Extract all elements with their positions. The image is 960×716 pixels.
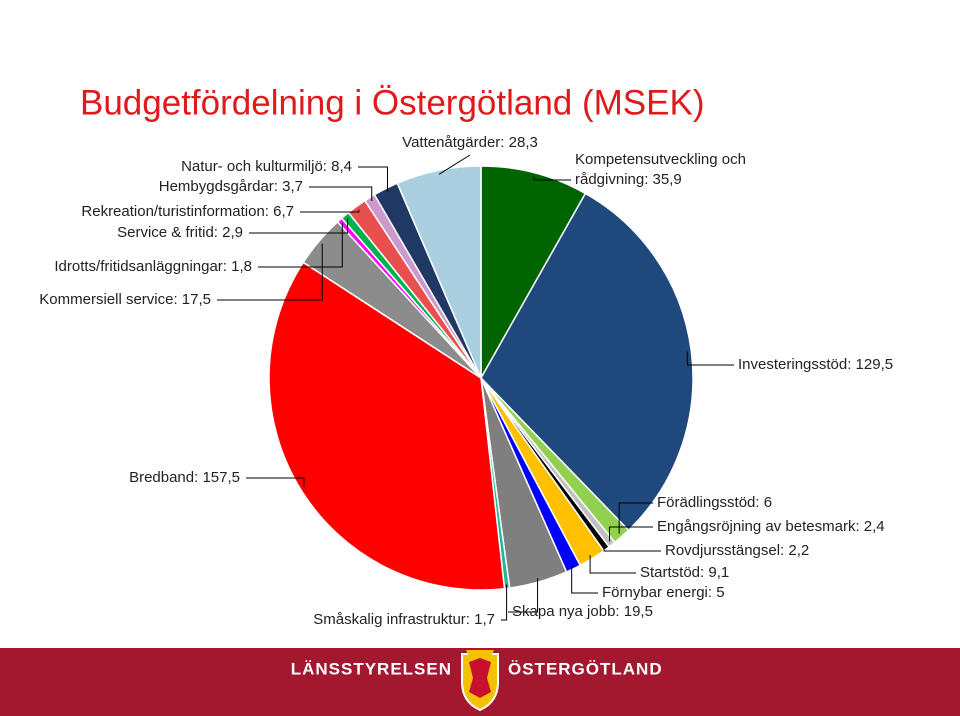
data-label: Småskalig infrastruktur: 1,7 <box>313 611 495 628</box>
pie-slice <box>396 165 482 379</box>
data-label: Bredband: 157,5 <box>129 469 240 486</box>
data-label: Förnybar energi: 5 <box>602 584 725 601</box>
leader-line <box>258 223 343 268</box>
data-label: Investeringsstöd: 129,5 <box>738 356 893 373</box>
leader-line <box>438 154 471 175</box>
data-label: Rekreation/turistinformation: 6,7 <box>81 203 294 220</box>
data-label: Idrotts/fritidsanläggningar: 1,8 <box>54 258 252 275</box>
leader-line <box>589 555 636 574</box>
leader-line <box>618 502 653 534</box>
chart-title: Budgetfördelning i Östergötland (MSEK) <box>80 83 705 122</box>
data-label: Hembygdsgårdar: 3,7 <box>159 178 303 195</box>
pie <box>268 165 694 591</box>
data-label: Natur- och kulturmiljö: 8,4 <box>181 158 352 175</box>
pie-slice <box>480 192 694 532</box>
leader-line <box>300 209 360 213</box>
footer-left: LÄNSSTYRELSEN <box>291 659 452 678</box>
leader-line <box>533 176 571 181</box>
data-label: Vattenåtgärder: 28,3 <box>402 134 538 151</box>
leader-line <box>571 565 598 594</box>
pie-slice <box>268 261 506 591</box>
labels: Kompetensutveckling och rådgivning: 35,9 I… <box>39 134 893 628</box>
leader-line <box>686 351 734 366</box>
leader-line <box>501 584 508 621</box>
leader-line <box>309 186 373 201</box>
data-label: Förädlingsstöd: 6 <box>657 494 772 511</box>
data-label: Rovdjursstängsel: 2,2 <box>665 542 809 559</box>
data-label: Service & fritid: 2,9 <box>117 224 243 241</box>
data-label: Engångsröjning av betesmark: 2,4 <box>657 518 885 535</box>
data-label: Kommersiell service: 17,5 <box>39 291 211 308</box>
leader-line <box>217 243 323 301</box>
footer-right: ÖSTERGÖTLAND <box>508 659 663 678</box>
leader-line <box>246 477 305 488</box>
data-label: Skapa nya jobb: 19,5 <box>512 603 653 620</box>
data-label: Startstöd: 9,1 <box>640 564 729 581</box>
crest <box>461 650 499 712</box>
leader-line <box>603 545 661 552</box>
leader-line <box>609 526 653 542</box>
leader-line <box>358 166 389 193</box>
leader-line <box>249 218 349 234</box>
pie-slice <box>480 165 587 381</box>
leader-line <box>508 578 539 613</box>
data-label: Kompetensutveckling och rådgivning: 35,9 <box>575 151 746 188</box>
